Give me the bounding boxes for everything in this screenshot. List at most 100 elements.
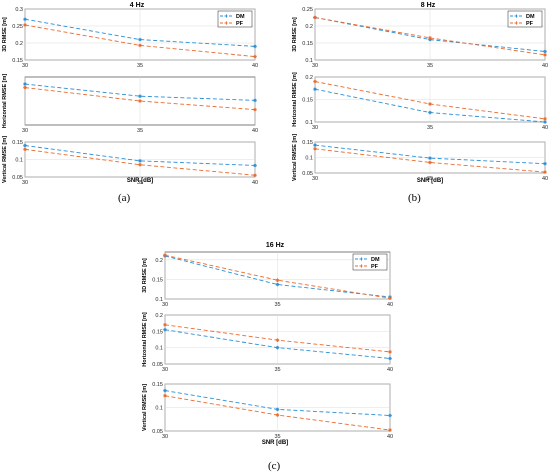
x-tick-label: 40	[542, 176, 548, 182]
subplot-2: 0.1 0.15 0.2 30 35 40 Horizontal RMSE [m]	[292, 72, 548, 131]
y-tick-label: 0.2	[305, 75, 313, 81]
series-line-pf	[164, 254, 391, 299]
legend-label-pf: PF	[371, 264, 379, 270]
data-point-pf	[253, 54, 257, 59]
data-point-pf	[163, 323, 167, 327]
x-tick-label: 30	[312, 63, 318, 69]
data-point-dm	[543, 161, 547, 166]
x-tick-label: 35	[137, 63, 143, 69]
x-tick-label: 40	[387, 302, 393, 308]
caption-c: (c)	[268, 460, 281, 472]
data-point-pf	[138, 99, 142, 103]
data-point-dm	[163, 388, 167, 393]
data-point-pf	[275, 338, 280, 342]
subplot-3: 0.05 0.1 0.15 30 35 40 Vertical RMSE [m]	[142, 382, 393, 440]
x-tick-label: 30	[162, 434, 168, 440]
x-axis-label: SNR [dB]	[127, 178, 153, 184]
subplot-2: 0.05 0.1 0.15 0.2 30 35 40 Horizontal RMSE [m]	[142, 312, 393, 373]
data-point-pf	[313, 147, 317, 151]
data-point-dm	[275, 407, 280, 412]
data-point-pf	[23, 23, 27, 27]
y-tick-label: 0.1	[155, 406, 163, 412]
x-tick-label: 35	[427, 63, 433, 69]
data-point-pf	[543, 170, 547, 174]
panel-title: 16 Hz	[266, 242, 285, 249]
y-tick-label: 0.25	[302, 7, 313, 13]
y-axis-label: Horizontal RMSE [m]	[292, 72, 298, 127]
x-tick-label: 40	[387, 434, 393, 440]
data-point-dm	[388, 413, 392, 418]
data-point-pf	[388, 428, 392, 432]
y-tick-label: 0.05	[152, 362, 163, 368]
x-tick-label: 35	[274, 434, 280, 440]
y-tick-label: 0.1	[155, 346, 163, 352]
data-point-dm	[138, 159, 142, 163]
x-tick-label: 30	[162, 302, 168, 308]
data-point-dm	[23, 143, 27, 148]
y-tick-label: 0.05	[302, 171, 313, 177]
legend-label-dm: DM	[526, 14, 535, 20]
y-tick-label: 0.2	[155, 313, 163, 319]
data-point-pf	[313, 79, 317, 84]
y-tick-label: 0.1	[305, 120, 313, 126]
subplot-2: 30 35 40 Horizontal RMSE [m]	[2, 74, 258, 134]
subplot-3: 0.05 0.1 0.15 30 35 40 Vertical RMSE [m]	[2, 136, 258, 186]
series-line-dm	[24, 83, 256, 101]
data-point-pf	[163, 253, 167, 257]
y-tick-label: 0.15	[302, 98, 313, 104]
x-tick-label: 40	[252, 180, 258, 186]
data-point-dm	[275, 282, 280, 287]
x-tick-label: 35	[427, 176, 433, 182]
data-point-dm	[428, 110, 432, 115]
x-tick-label: 30	[22, 128, 28, 134]
data-point-dm	[163, 327, 167, 332]
panel-title: 8 Hz	[421, 2, 436, 9]
data-point-dm	[388, 356, 392, 361]
data-point-pf	[138, 162, 142, 167]
x-tick-label: 30	[162, 367, 168, 373]
series-line-dm	[164, 255, 391, 298]
data-point-dm	[138, 37, 142, 42]
legend-label-dm: DM	[371, 257, 380, 263]
x-tick-label: 35	[137, 128, 143, 134]
caption-a: (a)	[118, 192, 131, 204]
legend-label-dm: DM	[236, 14, 245, 20]
data-point-dm	[543, 120, 547, 124]
y-tick-label: 0.15	[152, 329, 163, 335]
x-tick-label: 30	[22, 180, 28, 186]
x-tick-label: 40	[542, 63, 548, 69]
x-tick-label: 40	[387, 367, 393, 373]
y-tick-label: 0.15	[12, 140, 23, 146]
x-tick-label: 40	[252, 63, 258, 69]
data-point-dm	[23, 82, 27, 86]
y-tick-label: 0.05	[152, 429, 163, 435]
data-point-pf	[138, 43, 142, 48]
data-point-pf	[543, 53, 547, 57]
series-line-dm	[314, 144, 546, 165]
data-point-dm	[253, 163, 257, 168]
y-axis-label: Vertical RMSE [m]	[292, 134, 298, 181]
data-point-pf	[428, 160, 432, 165]
caption-b: (b)	[408, 192, 421, 204]
x-tick-label: 35	[427, 125, 433, 131]
x-tick-label: 35	[274, 367, 280, 373]
y-tick-label: 0.3	[15, 7, 23, 13]
data-point-pf	[388, 350, 392, 354]
data-point-pf	[23, 85, 27, 90]
y-axis-label: Vertical RMSE [m]	[2, 136, 8, 183]
data-point-dm	[428, 156, 432, 160]
y-tick-label: 0.1	[155, 297, 163, 303]
y-tick-label: 0.05	[12, 175, 23, 181]
data-point-pf	[23, 147, 27, 152]
data-point-pf	[428, 36, 432, 40]
data-point-pf	[388, 296, 392, 301]
x-tick-label: 40	[542, 125, 548, 131]
data-point-dm	[253, 44, 257, 49]
data-point-pf	[253, 173, 257, 178]
legend-label-pf: PF	[526, 21, 534, 27]
